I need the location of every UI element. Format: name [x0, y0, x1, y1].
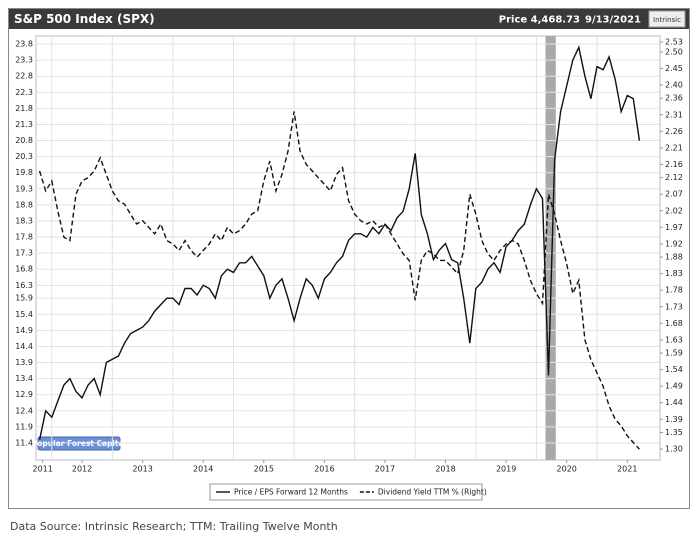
y-tick-label: 11.9	[15, 422, 33, 431]
x-tick-label: 2011	[32, 465, 52, 474]
x-tick-label: 2014	[193, 465, 213, 474]
y2-tick-label: 1.83	[665, 269, 683, 278]
y-tick-label: 23.3	[15, 56, 33, 65]
x-tick-label: 2020	[557, 465, 577, 474]
x-tick-label: 2018	[435, 465, 455, 474]
y2-tick-label: 2.50	[665, 47, 683, 56]
y-tick-label: 17.3	[15, 249, 33, 258]
y-tick-label: 16.3	[15, 281, 33, 290]
y2-tick-label: 2.12	[665, 173, 683, 182]
y-tick-label: 20.3	[15, 152, 33, 161]
y2-tick-label: 1.92	[665, 239, 683, 248]
y2-tick-label: 1.97	[665, 223, 683, 232]
y-tick-label: 22.8	[15, 72, 33, 81]
legend-box	[209, 483, 483, 501]
y-tick-label: 13.4	[15, 374, 33, 383]
x-tick-label: 2013	[132, 465, 152, 474]
y2-tick-label: 1.68	[665, 319, 683, 328]
y-tick-label: 17.8	[15, 233, 33, 242]
y-tick-label: 16.8	[15, 265, 33, 274]
watermark: Popular Forest Capital	[32, 439, 126, 448]
y-tick-label: 12.9	[15, 390, 33, 399]
x-tick-label: 2015	[254, 465, 274, 474]
series-line	[38, 111, 640, 450]
y-tick-label: 13.9	[15, 358, 33, 367]
y2-tick-label: 1.35	[665, 428, 683, 437]
y-tick-label: 22.3	[15, 88, 33, 97]
y2-tick-label: 2.16	[665, 160, 683, 169]
y2-tick-label: 1.88	[665, 253, 683, 262]
y-tick-label: 19.8	[15, 168, 33, 177]
x-tick-label: 2019	[496, 465, 516, 474]
header-price: Price 4,468.73	[499, 15, 580, 26]
plot-frame	[35, 35, 661, 461]
x-tick-label: 2012	[72, 465, 92, 474]
x-tick-label: 2017	[375, 465, 395, 474]
y-tick-label: 14.9	[15, 326, 33, 335]
y-tick-label: 15.9	[15, 294, 33, 303]
y2-tick-label: 2.40	[665, 80, 683, 89]
y2-tick-label: 1.73	[665, 302, 683, 311]
y-tick-label: 21.8	[15, 104, 33, 113]
y-tick-label: 19.3	[15, 184, 33, 193]
legend-label: Price / EPS Forward 12 Months	[234, 488, 348, 497]
y2-tick-label: 1.44	[665, 398, 683, 407]
y2-tick-label: 2.26	[665, 127, 683, 136]
y2-tick-label: 1.59	[665, 349, 683, 358]
legend-label: Dividend Yield TTM % (Right)	[378, 488, 487, 497]
y2-tick-label: 2.21	[665, 143, 683, 152]
y2-tick-label: 2.53	[665, 37, 683, 46]
watermark-box	[37, 436, 121, 451]
y-tick-label: 21.3	[15, 120, 33, 129]
y2-tick-label: 2.36	[665, 94, 683, 103]
x-tick-label: 2021	[617, 465, 637, 474]
series-line	[38, 45, 641, 440]
y2-tick-label: 2.07	[665, 190, 683, 199]
y-tick-label: 23.8	[15, 40, 33, 49]
header-title: S&P 500 Index (SPX)	[14, 12, 155, 26]
y-tick-label: 14.4	[15, 342, 33, 351]
y2-tick-label: 1.49	[665, 382, 683, 391]
shaded-region	[545, 36, 556, 460]
x-tick-label: 2016	[314, 465, 334, 474]
logo-box	[648, 10, 686, 28]
y-tick-label: 20.8	[15, 136, 33, 145]
y2-tick-label: 1.39	[665, 415, 683, 424]
y-tick-label: 18.8	[15, 200, 33, 209]
y2-tick-label: 2.02	[665, 206, 683, 215]
y-tick-label: 18.3	[15, 216, 33, 225]
source-note: Data Source: Intrinsic Research; TTM: Tr…	[10, 520, 338, 533]
y2-tick-label: 1.63	[665, 335, 683, 344]
y2-tick-label: 1.30	[665, 445, 683, 454]
y2-tick-label: 2.31	[665, 110, 683, 119]
y-tick-label: 15.4	[15, 310, 33, 319]
logo: Intrinsic	[653, 16, 681, 24]
y2-tick-label: 2.45	[665, 64, 683, 73]
header-bar	[9, 9, 689, 29]
y-tick-label: 12.4	[15, 406, 33, 415]
y-tick-label: 11.4	[15, 438, 33, 447]
header-date: 9/13/2021	[585, 15, 641, 26]
y2-tick-label: 1.54	[665, 365, 683, 374]
y2-tick-label: 1.78	[665, 286, 683, 295]
